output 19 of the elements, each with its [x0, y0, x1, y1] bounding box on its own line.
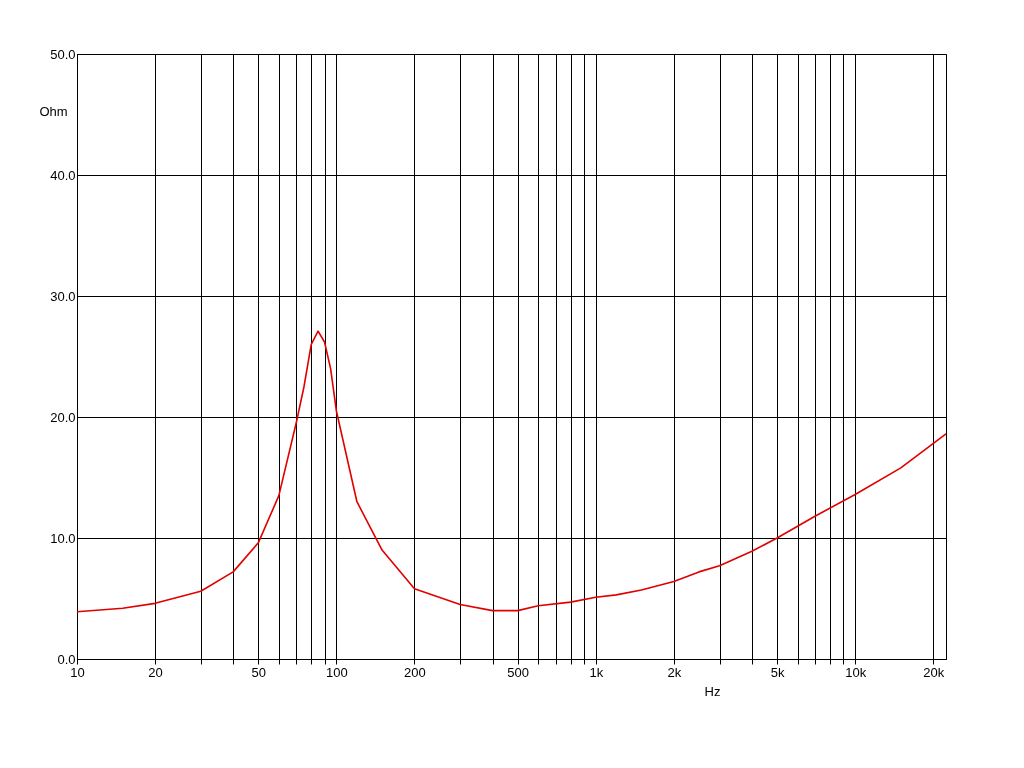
y-tick-label: 0.0	[57, 651, 76, 667]
x-tick-label: 500	[507, 664, 530, 680]
y-tick-label: 40.0	[50, 167, 76, 183]
y-tick-label: 20.0	[50, 409, 76, 425]
x-tick-label: 5k	[770, 664, 785, 680]
x-tick-label: 100	[326, 664, 348, 680]
x-tick-label: 10	[70, 664, 85, 680]
x-axis-title: Hz	[704, 683, 721, 699]
y-tick-label: 10.0	[50, 530, 76, 546]
x-tick-label: 10k	[845, 664, 867, 680]
y-tick-label: 50.0	[50, 46, 76, 62]
x-tick-label: 50	[251, 664, 267, 680]
y-axis-title: Ohm	[39, 103, 68, 119]
x-tick-label: 200	[404, 664, 426, 680]
x-tick-label: 2k	[667, 664, 682, 680]
x-tick-label: 20k	[923, 664, 945, 680]
x-tick-label: 1k	[589, 664, 604, 680]
x-tick-label: 20	[148, 664, 163, 680]
y-tick-label: 30.0	[50, 288, 76, 304]
